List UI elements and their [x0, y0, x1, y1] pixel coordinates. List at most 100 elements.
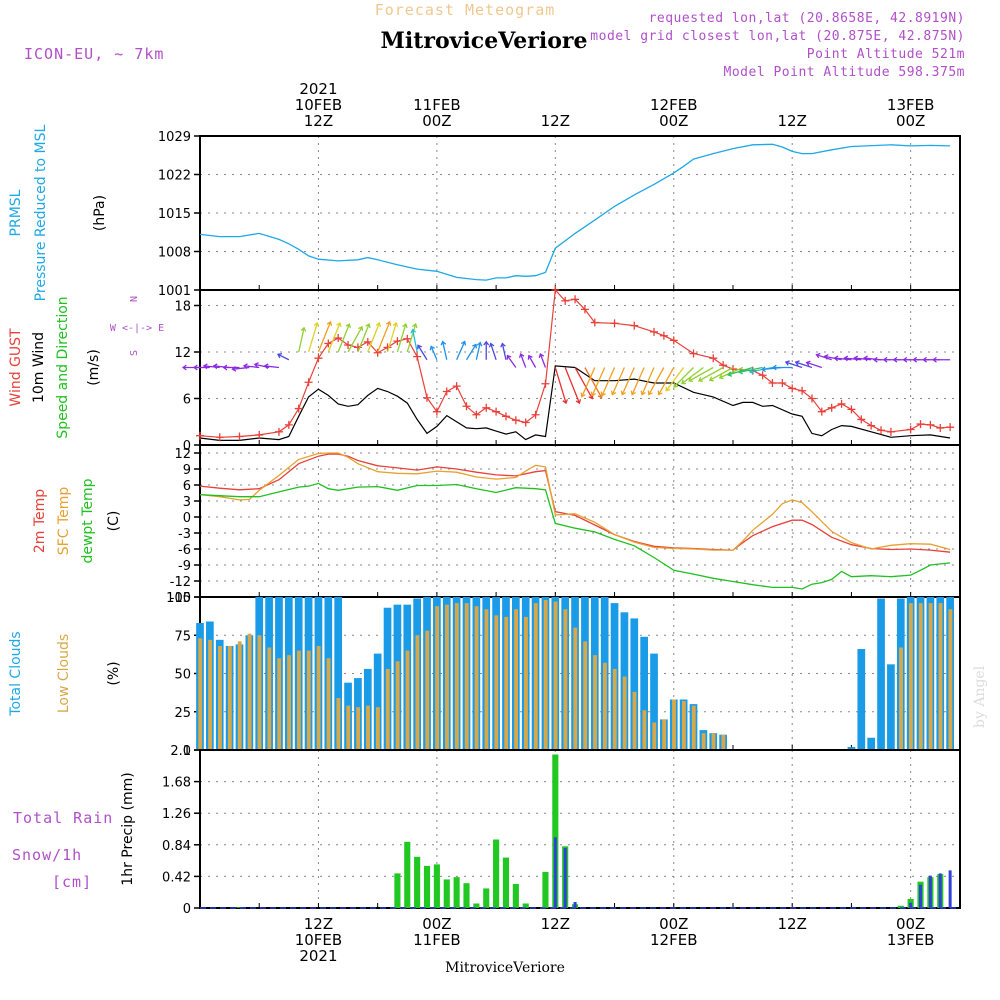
total-clouds-bar — [640, 636, 649, 750]
time-label: 00Z — [659, 112, 688, 130]
time-label: 13FEB — [887, 931, 934, 949]
y-axis-label: 2m Temp — [32, 489, 48, 553]
wind-arrow-head — [375, 321, 382, 328]
y-tick-label: 0 — [183, 744, 191, 759]
wind-arrow-head — [392, 321, 399, 327]
time-label: 12Z — [304, 112, 333, 130]
wind-arrow — [317, 321, 332, 353]
y-axis-label: Wind GUST — [8, 328, 24, 407]
y-tick-label: 6 — [183, 479, 191, 494]
y-axis-label: (%) — [106, 661, 122, 685]
wind-arrow — [641, 367, 655, 395]
time-label: 10FEB — [295, 96, 342, 114]
wind-arrow — [386, 322, 397, 353]
low-clouds-bar — [237, 641, 242, 750]
y-axis-label: Low Clouds — [56, 634, 72, 713]
station-title: MitroviceVeriore — [381, 28, 588, 54]
total-clouds-bar — [887, 664, 895, 750]
low-clouds-bar — [721, 734, 726, 750]
gust-marker — [521, 418, 530, 427]
wind-arrow — [648, 367, 665, 395]
compass-we: W <-|-> E — [110, 323, 164, 334]
compass-south: S — [129, 350, 140, 356]
closest-coords: model grid closest lon,lat (20.875E, 42.… — [590, 29, 965, 44]
y-tick-label: 50 — [174, 668, 191, 683]
gust-marker — [817, 407, 826, 416]
wind-arrow-head — [772, 364, 777, 371]
wind-arrow-head — [476, 341, 483, 347]
time-label: 12Z — [778, 915, 807, 933]
wind-arrow-head — [630, 390, 636, 396]
wind-panel: 0 6 12 18 Wind GUST 10m Wind Speed and Directi… — [8, 286, 961, 454]
low-clouds-bar — [227, 645, 232, 750]
rain-bar — [423, 865, 431, 908]
gust-marker — [926, 420, 935, 429]
y-axis-label: dewpt Temp — [80, 478, 96, 563]
wind-arrow-head — [681, 379, 686, 385]
gust-marker — [511, 416, 520, 425]
wind-arrow-head — [538, 352, 545, 359]
wind-arrow — [539, 353, 547, 368]
gust-marker — [551, 286, 560, 294]
wind-arrow — [417, 345, 428, 361]
rain-bar — [453, 877, 460, 908]
wind-arrow — [785, 361, 803, 369]
low-clouds-bar — [415, 635, 420, 750]
wind-arrow — [465, 344, 477, 361]
rain-bar — [236, 907, 243, 908]
y-tick-label: 0.84 — [162, 839, 191, 854]
gust-marker — [857, 415, 866, 424]
low-clouds-bar — [504, 616, 509, 750]
y-tick-label: 0 — [183, 511, 191, 526]
low-clouds-bar — [277, 658, 282, 750]
gust-marker — [196, 431, 204, 440]
snow-bar — [553, 837, 557, 908]
gust-marker — [936, 423, 945, 432]
low-clouds-bar — [928, 603, 933, 750]
total-clouds-bar — [630, 618, 639, 750]
wind-arrow — [554, 367, 567, 404]
y-tick-label: -12 — [170, 575, 191, 590]
gust-marker — [413, 352, 422, 361]
wind-arrow-head — [263, 363, 269, 370]
time-label: 12Z — [541, 112, 570, 130]
low-clouds-bar — [306, 650, 311, 750]
gust-marker — [432, 407, 441, 416]
time-label: 12FEB — [650, 931, 697, 949]
low-clouds-bar — [681, 701, 686, 750]
subtitle: Forecast Meteogram — [375, 1, 556, 19]
gust-marker — [906, 425, 915, 434]
wind-arrow — [601, 367, 616, 396]
y-tick-label: 12 — [174, 346, 191, 361]
rain-bar — [433, 864, 440, 908]
gust-marker — [452, 382, 461, 391]
gust-marker — [284, 420, 293, 429]
gust-marker — [571, 295, 580, 304]
wind-arrow — [574, 367, 593, 399]
wind-arrow — [658, 367, 675, 395]
wind-arrow-head — [440, 340, 447, 346]
gust-marker — [492, 407, 501, 416]
gust-marker — [442, 387, 451, 396]
snow-bar — [563, 847, 567, 908]
gust-marker — [807, 394, 816, 403]
wind-arrow — [581, 367, 596, 397]
wind-arrow — [475, 342, 481, 360]
total-clouds-bar — [847, 746, 856, 750]
snow-bar — [928, 875, 932, 908]
wind-arrow-head — [417, 344, 422, 350]
time-label: 11FEB — [413, 931, 460, 949]
wind-arrow-head — [429, 345, 435, 351]
wind-arrow — [738, 366, 763, 373]
gust-marker — [867, 421, 876, 430]
snow-bar — [909, 902, 913, 908]
point-altitude: Point Altitude 521m — [807, 47, 965, 62]
y-axis-label: 10m Wind — [31, 332, 47, 403]
y-tick-label: -9 — [178, 559, 191, 574]
low-clouds-bar — [563, 609, 568, 750]
gust-marker — [334, 334, 343, 343]
low-clouds-bar — [336, 697, 341, 750]
wind-arrow-head — [784, 360, 790, 366]
gust-marker — [798, 386, 807, 395]
low-clouds-bar — [938, 603, 943, 750]
